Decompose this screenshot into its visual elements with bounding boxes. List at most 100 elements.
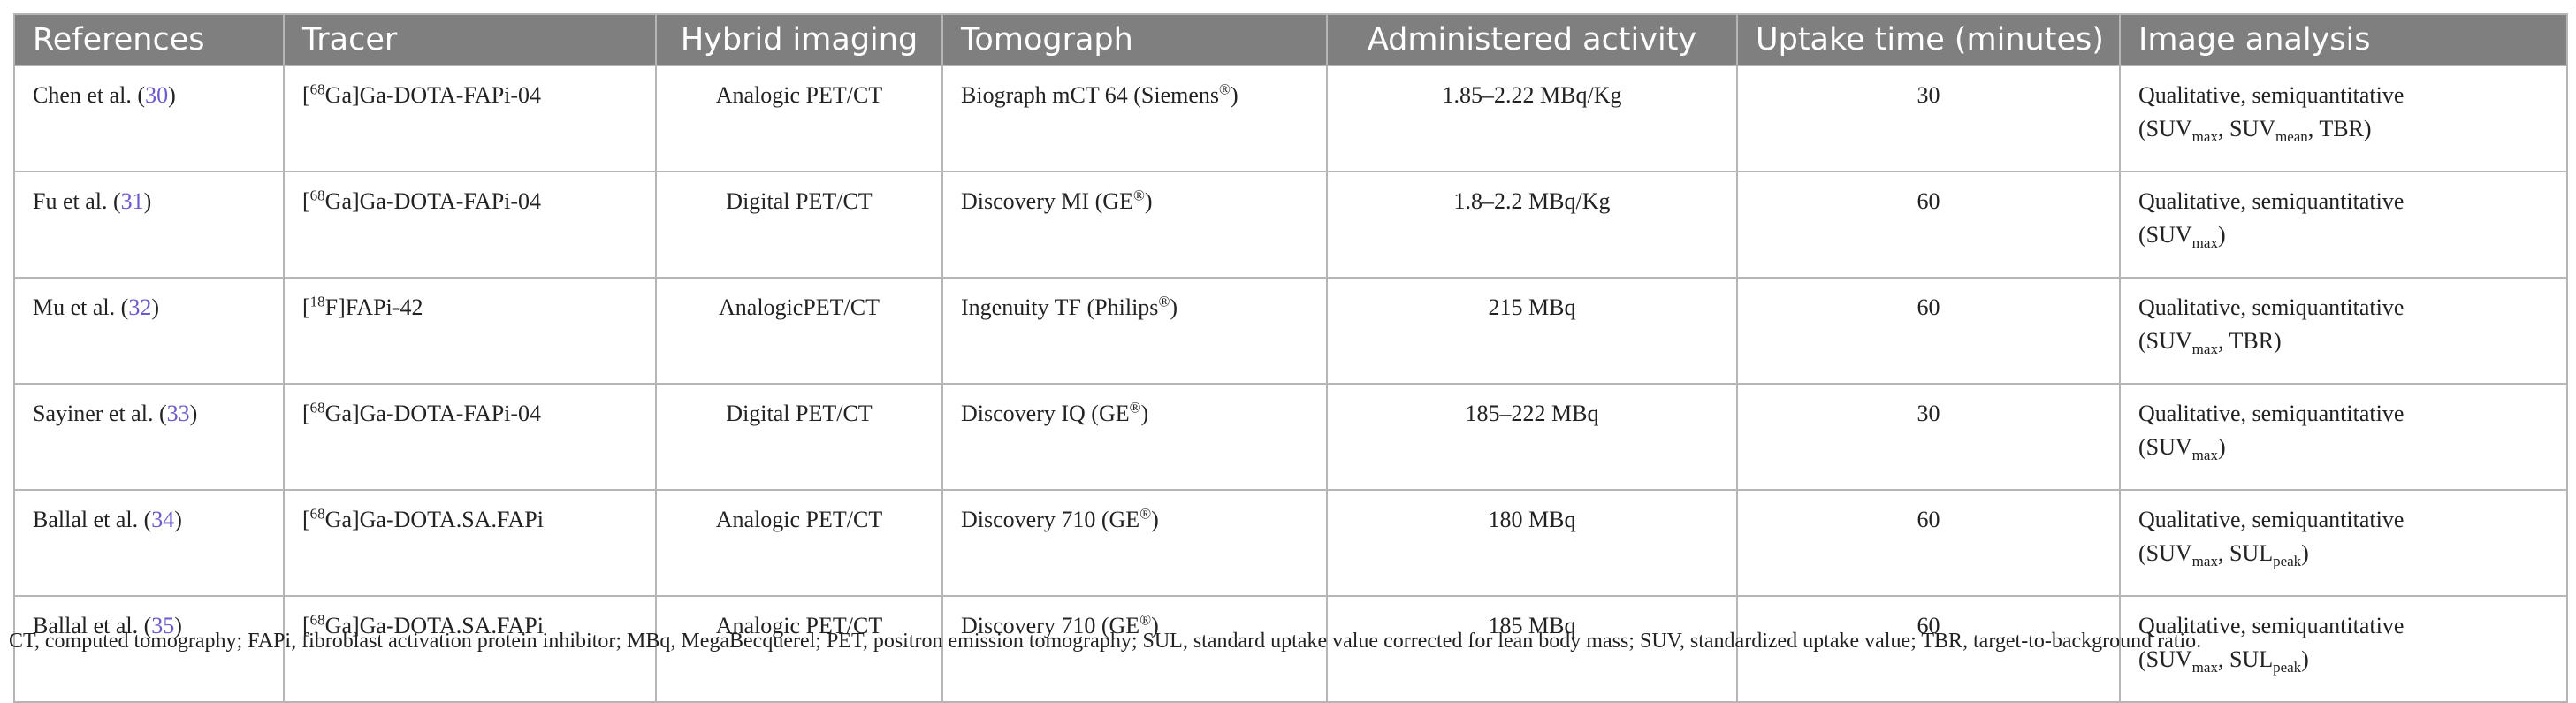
cell-line: 1.8–2.2 MBq/Kg bbox=[1345, 185, 1719, 218]
table-cell: Digital PET/CT bbox=[655, 171, 943, 279]
cell-text: ) bbox=[2301, 540, 2309, 566]
cell-text: Ga]Ga-DOTA-FAPi-04 bbox=[324, 401, 542, 426]
cell-line: Chen et al. (30) bbox=[33, 79, 265, 112]
cell-line: Qualitative, semiquantitative bbox=[2138, 503, 2549, 537]
reference-link[interactable]: 31 bbox=[120, 188, 144, 214]
table-cell: Mu et al. (32) bbox=[13, 277, 285, 385]
cell-text: ) bbox=[189, 401, 198, 426]
script-text: peak bbox=[2273, 553, 2302, 570]
cell-line: Discovery 710 (GE®) bbox=[961, 609, 1308, 643]
cell-text: ) bbox=[1140, 401, 1149, 426]
table-cell: Analogic PET/CT bbox=[655, 65, 943, 172]
table-body: Chen et al. (30) [68Ga]Ga-DOTA-FAPi-04 Ana… bbox=[13, 65, 2568, 703]
cell-text: Ingenuity TF (Philips bbox=[961, 294, 1159, 320]
cell-text: 1.8–2.2 MBq/Kg bbox=[1453, 188, 1611, 214]
reference-link[interactable]: 34 bbox=[151, 507, 175, 532]
table-cell: 30 bbox=[1736, 65, 2121, 172]
cell-text: 215 MBq bbox=[1488, 294, 1576, 320]
cell-text: Qualitative, semiquantitative bbox=[2138, 613, 2405, 638]
table-cell: Chen et al. (30) bbox=[13, 65, 285, 172]
cell-text: [ bbox=[302, 401, 310, 426]
header-cell: References bbox=[13, 13, 285, 66]
cell-line: Discovery MI (GE®) bbox=[961, 185, 1308, 218]
cell-line: Qualitative, semiquantitative bbox=[2138, 79, 2549, 112]
cell-line: (SUVmax, SULpeak) bbox=[2138, 537, 2549, 570]
table-cell: Biograph mCT 64 (Siemens®) bbox=[941, 65, 1328, 172]
script-text: 68 bbox=[309, 399, 325, 416]
table-cell: Qualitative, semiquantitative (SUVmax, SU… bbox=[2119, 489, 2568, 597]
cell-text: (SUV bbox=[2138, 434, 2192, 460]
cell-text: Analogic PET/CT bbox=[715, 82, 883, 108]
header-row: References Tracer Hybrid imaging Tomograph A… bbox=[13, 13, 2568, 66]
script-text: 68 bbox=[309, 611, 325, 629]
script-text: max bbox=[2191, 234, 2218, 252]
cell-text: 30 bbox=[1917, 401, 1940, 426]
cell-text: Ga]Ga-DOTA.SA.FAPi bbox=[324, 507, 544, 532]
cell-line: 180 MBq bbox=[1345, 503, 1719, 537]
cell-line: Analogic PET/CT bbox=[674, 79, 924, 112]
cell-text: ) bbox=[143, 188, 152, 214]
table-cell: 215 MBq bbox=[1326, 277, 1738, 385]
script-text: ® bbox=[1129, 399, 1141, 416]
cell-line: Qualitative, semiquantitative bbox=[2138, 609, 2549, 643]
cell-text: Digital PET/CT bbox=[726, 188, 873, 214]
cell-text: ) bbox=[168, 82, 176, 108]
cell-text: (SUV bbox=[2138, 540, 2192, 566]
table-cell: 1.8–2.2 MBq/Kg bbox=[1326, 171, 1738, 279]
cell-line: (SUVmax, TBR) bbox=[2138, 325, 2549, 358]
cell-text: , TBR) bbox=[2217, 328, 2282, 354]
table-cell: AnalogicPET/CT bbox=[655, 277, 943, 385]
script-text: ® bbox=[1132, 187, 1145, 204]
cell-line: [68Ga]Ga-DOTA-FAPi-04 bbox=[302, 79, 637, 112]
cell-text: (SUV bbox=[2138, 116, 2192, 141]
table-cell: Ingenuity TF (Philips®) bbox=[941, 277, 1328, 385]
cell-text: Analogic PET/CT bbox=[715, 613, 883, 638]
reference-link[interactable]: 32 bbox=[128, 294, 152, 320]
cell-text: Ga]Ga-DOTA-FAPi-04 bbox=[324, 188, 542, 214]
script-text: 68 bbox=[309, 505, 325, 523]
cell-text: Sayiner et al. ( bbox=[33, 401, 167, 426]
cell-line: [18F]FAPi-42 bbox=[302, 291, 637, 325]
cell-line: Sayiner et al. (33) bbox=[33, 397, 265, 431]
table-cell: Fu et al. (31) bbox=[13, 171, 285, 279]
cell-text: 1.85–2.22 MBq/Kg bbox=[1442, 82, 1622, 108]
cell-text: Qualitative, semiquantitative bbox=[2138, 401, 2405, 426]
script-text: max bbox=[2191, 340, 2218, 358]
cell-text: 185–222 MBq bbox=[1465, 401, 1599, 426]
table-cell: [68Ga]Ga-DOTA-FAPi-04 bbox=[283, 171, 657, 279]
script-text: peak bbox=[2273, 659, 2302, 676]
table-row: Mu et al. (32) [18F]FAPi-42 AnalogicPET/CT… bbox=[13, 277, 2568, 385]
reference-link[interactable]: 35 bbox=[151, 613, 175, 638]
header-cell: Tomograph bbox=[941, 13, 1328, 66]
table-cell: 60 bbox=[1736, 277, 2121, 385]
cell-line: Digital PET/CT bbox=[674, 397, 924, 431]
cell-text: , TBR) bbox=[2307, 116, 2372, 141]
cell-line: 30 bbox=[1756, 79, 2101, 112]
cell-line: Qualitative, semiquantitative bbox=[2138, 291, 2549, 325]
cell-line: Ballal et al. (35) bbox=[33, 609, 265, 643]
cell-text: Ga]Ga-DOTA.SA.FAPi bbox=[324, 613, 544, 638]
cell-text: ) bbox=[2301, 646, 2309, 672]
script-text: max bbox=[2191, 553, 2218, 570]
cell-line: [68Ga]Ga-DOTA-FAPi-04 bbox=[302, 185, 637, 218]
table-cell: Qualitative, semiquantitative (SUVmax, SU… bbox=[2119, 65, 2568, 172]
cell-text: (SUV bbox=[2138, 328, 2192, 354]
script-text: max bbox=[2191, 128, 2218, 146]
cell-text: ) bbox=[1144, 188, 1153, 214]
cell-text: Qualitative, semiquantitative bbox=[2138, 188, 2405, 214]
cell-line: Digital PET/CT bbox=[674, 185, 924, 218]
table-cell: [18F]FAPi-42 bbox=[283, 277, 657, 385]
cell-line: AnalogicPET/CT bbox=[674, 291, 924, 325]
cell-text: , SUL bbox=[2217, 646, 2274, 672]
table-cell: Qualitative, semiquantitative (SUVmax, TB… bbox=[2119, 277, 2568, 385]
cell-text: [ bbox=[302, 188, 310, 214]
table-cell: Discovery MI (GE®) bbox=[941, 171, 1328, 279]
reference-link[interactable]: 30 bbox=[145, 82, 169, 108]
cell-text: Qualitative, semiquantitative bbox=[2138, 82, 2405, 108]
header-cell: Uptake time (minutes) bbox=[1736, 13, 2121, 66]
cell-text: 180 MBq bbox=[1488, 507, 1576, 532]
cell-text: Ballal et al. ( bbox=[33, 613, 152, 638]
script-text: 68 bbox=[309, 80, 325, 98]
reference-link[interactable]: 33 bbox=[166, 401, 190, 426]
table-cell: 60 bbox=[1736, 489, 2121, 597]
